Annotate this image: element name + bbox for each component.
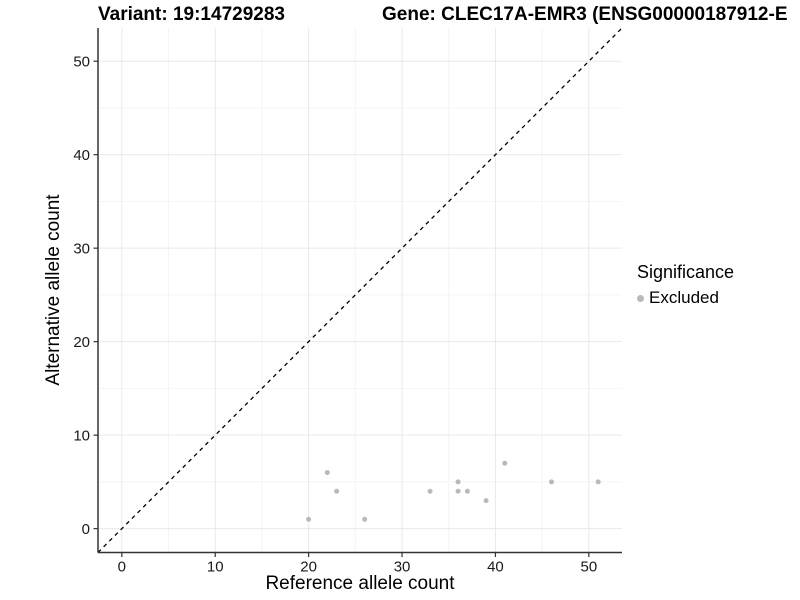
y-axis-title: Alternative allele count xyxy=(43,194,64,386)
x-tick-label: 10 xyxy=(207,559,224,576)
x-tick-label: 40 xyxy=(487,559,504,576)
data-point xyxy=(334,488,340,494)
data-point xyxy=(502,460,508,466)
data-point xyxy=(362,516,368,522)
data-point xyxy=(483,498,489,504)
x-axis-title: Reference allele count xyxy=(265,573,455,594)
y-tick-label: 40 xyxy=(73,147,90,164)
y-tick-label: 0 xyxy=(82,521,90,538)
data-point xyxy=(595,479,601,485)
x-tick-label: 30 xyxy=(394,559,411,576)
legend-item-label: Excluded xyxy=(649,288,719,307)
y-tick-label: 20 xyxy=(73,334,90,351)
plot-title-variant: Variant: 19:14729283 xyxy=(98,4,285,25)
data-point xyxy=(427,488,433,494)
data-point xyxy=(324,470,330,476)
identity-reference-line xyxy=(97,27,623,553)
legend-item-excluded: Excluded xyxy=(637,288,734,308)
data-point xyxy=(548,479,554,485)
data-point xyxy=(455,488,461,494)
y-tick-label: 10 xyxy=(73,427,90,444)
x-tick-label: 20 xyxy=(300,559,317,576)
legend: Significance Excluded xyxy=(637,262,734,308)
data-point xyxy=(455,479,461,485)
data-point xyxy=(464,488,470,494)
plot-title-gene: Gene: CLEC17A-EMR3 (ENSG00000187912-E xyxy=(382,4,788,25)
excluded-point-icon xyxy=(637,294,644,302)
x-tick-label: 0 xyxy=(118,559,126,576)
legend-title: Significance xyxy=(637,262,735,282)
x-tick-label: 50 xyxy=(580,559,597,576)
y-tick-label: 30 xyxy=(73,240,90,257)
y-tick-label: 50 xyxy=(73,53,90,70)
data-point xyxy=(306,516,312,522)
